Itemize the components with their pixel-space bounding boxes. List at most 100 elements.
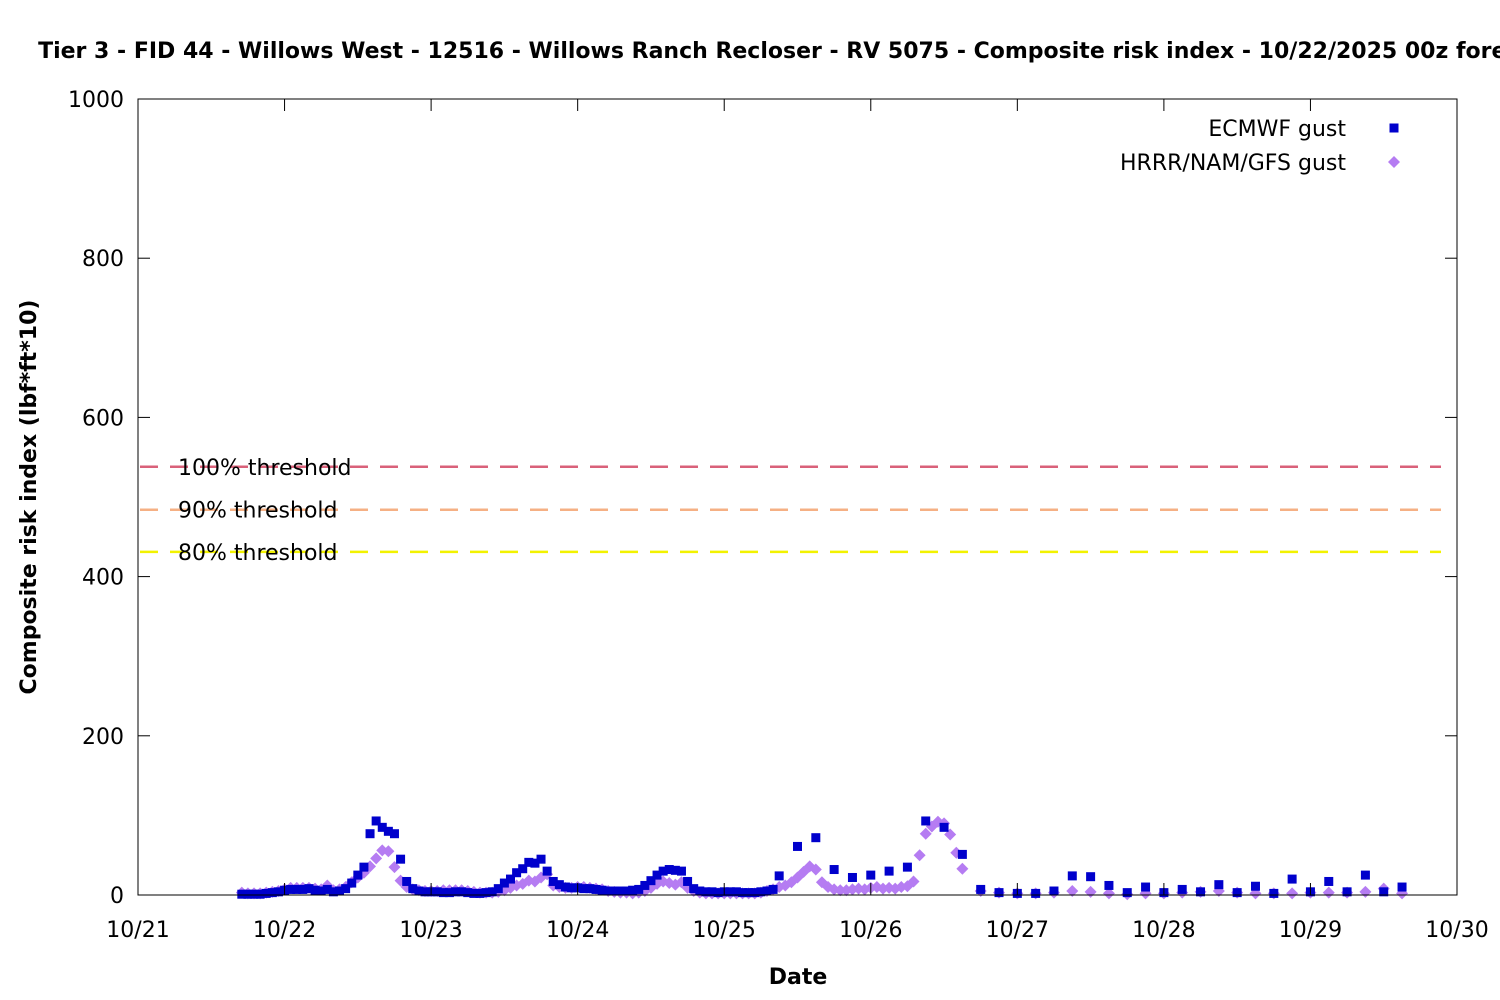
y-tick-label: 600: [82, 406, 124, 431]
x-tick-label: 10/21: [106, 918, 169, 943]
threshold-label: 90% threshold: [178, 499, 338, 524]
data-point: [382, 845, 395, 858]
data-point: [701, 887, 711, 897]
data-point: [524, 857, 534, 867]
data-point: [744, 888, 754, 898]
data-point: [834, 884, 847, 897]
x-tick-label: 10/30: [1425, 918, 1488, 943]
data-point: [542, 866, 552, 876]
x-tick-label: 10/28: [1132, 918, 1195, 943]
y-tick-label: 400: [82, 566, 124, 591]
data-point: [793, 841, 802, 851]
y-tick-label: 800: [82, 247, 124, 272]
data-point: [261, 888, 271, 898]
data-point: [591, 884, 601, 894]
data-point: [560, 882, 570, 892]
data-point: [292, 884, 302, 894]
data-point: [298, 884, 308, 894]
data-point: [707, 887, 717, 897]
data-point: [634, 884, 644, 894]
data-point: [1287, 874, 1297, 884]
data-point: [359, 862, 369, 872]
data-point: [1067, 871, 1077, 881]
data-point: [487, 887, 497, 897]
data-point: [957, 849, 967, 859]
data-point: [353, 870, 363, 880]
legend-label: ECMWF gust: [1208, 117, 1346, 142]
data-point: [750, 888, 760, 898]
plot-frame: [137, 98, 1458, 896]
x-tick-label: 10/27: [986, 918, 1049, 943]
data-point: [370, 852, 383, 865]
data-point: [609, 886, 619, 896]
data-point: [377, 822, 387, 832]
data-point: [420, 887, 430, 897]
data-point: [267, 888, 277, 898]
data-point: [1086, 872, 1096, 882]
data-point: [585, 884, 595, 894]
data-point: [884, 866, 894, 876]
data-point: [1286, 887, 1299, 900]
data-point: [396, 854, 406, 864]
data-point: [1250, 881, 1260, 891]
x-tick-label: 10/23: [399, 918, 462, 943]
data-point: [322, 884, 332, 894]
data-point: [756, 887, 766, 897]
data-point: [829, 865, 839, 875]
x-axis-label: Date: [769, 965, 828, 990]
data-point: [383, 826, 393, 836]
data-point: [902, 862, 912, 872]
data-point: [475, 888, 485, 898]
data-point: [579, 884, 589, 894]
legend-marker: [1389, 123, 1399, 133]
data-point: [371, 816, 381, 826]
data-point: [243, 889, 253, 899]
data-point: [554, 880, 564, 890]
data-point: [530, 858, 540, 868]
data-point: [1379, 887, 1389, 897]
data-point: [408, 884, 418, 894]
data-point: [548, 876, 558, 886]
data-point: [603, 886, 613, 896]
data-point: [1397, 882, 1407, 892]
data-point: [913, 849, 926, 862]
data-point: [811, 833, 821, 843]
data-point: [921, 816, 931, 826]
data-point: [328, 887, 338, 897]
data-point: [670, 865, 680, 875]
data-point: [481, 888, 491, 898]
data-point: [628, 885, 638, 895]
data-point: [316, 886, 326, 896]
y-axis-label: Composite risk index (lbf*ft*10): [17, 300, 42, 695]
x-tick-label: 10/22: [253, 918, 316, 943]
x-tick-label: 10/25: [693, 918, 756, 943]
legend-marker: [1388, 156, 1400, 168]
data-point: [536, 854, 546, 864]
data-point: [1084, 885, 1097, 898]
data-point: [768, 884, 778, 894]
data-point: [1214, 880, 1224, 890]
data-point: [310, 885, 320, 895]
data-point: [249, 889, 259, 899]
chart-title: Tier 3 - FID 44 - Willows West - 12516 -…: [38, 39, 1500, 64]
y-tick-label: 1000: [68, 88, 124, 113]
data-point: [335, 886, 345, 896]
data-point: [499, 878, 509, 888]
y-tick-label: 0: [110, 884, 124, 909]
data-point: [664, 865, 674, 875]
data-point: [451, 887, 461, 897]
y-tick-label: 200: [82, 725, 124, 750]
data-point: [286, 884, 296, 894]
data-point: [444, 888, 454, 898]
data-point: [1177, 884, 1187, 894]
data-point: [725, 887, 735, 897]
data-point: [646, 876, 656, 886]
legend: ECMWF gust HRRR/NAM/GFS gust: [1120, 117, 1400, 176]
data-point: [505, 874, 515, 884]
data-point: [1141, 882, 1151, 892]
data-point: [1342, 887, 1352, 897]
x-tick-label: 10/26: [839, 918, 902, 943]
data-point: [774, 871, 784, 881]
data-point: [762, 886, 772, 896]
data-point: [512, 868, 522, 878]
